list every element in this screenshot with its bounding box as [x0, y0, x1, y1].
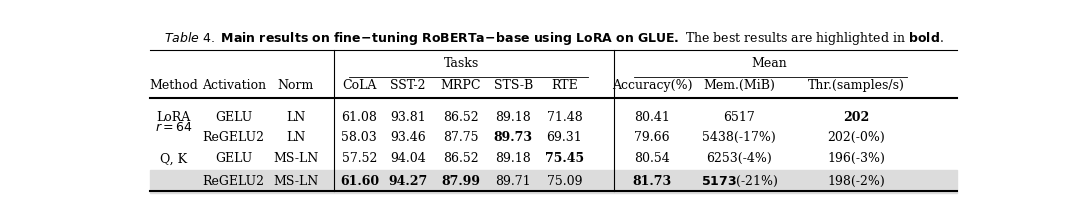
- Text: 61.08: 61.08: [341, 111, 377, 124]
- Text: LN: LN: [286, 131, 306, 144]
- Text: ReGELU2: ReGELU2: [203, 175, 265, 188]
- Text: LN: LN: [286, 111, 306, 124]
- Text: 5438(-17%): 5438(-17%): [702, 131, 777, 144]
- Text: 198(-2%): 198(-2%): [827, 175, 886, 188]
- Text: 93.46: 93.46: [390, 131, 426, 144]
- Text: 61.60: 61.60: [340, 175, 379, 188]
- Text: $\mathit{Table\ 4.}$ $\mathbf{Main\ results\ on\ fine\!-\!tuning\ RoBERTa\!-\!ba: $\mathit{Table\ 4.}$ $\mathbf{Main\ resu…: [163, 30, 944, 47]
- Text: CoLA: CoLA: [342, 79, 377, 92]
- Text: 58.03: 58.03: [341, 131, 377, 144]
- Text: RTE: RTE: [551, 79, 578, 92]
- Text: 57.52: 57.52: [341, 152, 377, 165]
- Text: 6517: 6517: [724, 111, 755, 124]
- Text: 202(-0%): 202(-0%): [827, 131, 886, 144]
- Text: Accuracy(%): Accuracy(%): [612, 79, 692, 92]
- Text: 202: 202: [843, 111, 869, 124]
- Text: GELU: GELU: [215, 152, 253, 165]
- Text: 89.18: 89.18: [496, 152, 531, 165]
- Text: Activation: Activation: [202, 79, 266, 92]
- Text: MS-LN: MS-LN: [273, 175, 319, 188]
- Text: 89.73: 89.73: [494, 131, 532, 144]
- Bar: [150, 170, 957, 193]
- Text: 87.75: 87.75: [443, 131, 478, 144]
- Text: 86.52: 86.52: [443, 111, 478, 124]
- Text: Q, K: Q, K: [160, 152, 187, 165]
- Text: 93.81: 93.81: [390, 111, 426, 124]
- Text: 94.27: 94.27: [388, 175, 428, 188]
- Text: STS-B: STS-B: [494, 79, 532, 92]
- Text: GELU: GELU: [215, 111, 253, 124]
- Text: 87.99: 87.99: [441, 175, 481, 188]
- Text: $r = 64$: $r = 64$: [154, 121, 192, 134]
- Text: 80.41: 80.41: [634, 111, 671, 124]
- Text: 79.66: 79.66: [634, 131, 670, 144]
- Text: 81.73: 81.73: [633, 175, 672, 188]
- Text: 75.09: 75.09: [546, 175, 582, 188]
- Text: 75.45: 75.45: [544, 152, 584, 165]
- Text: 89.18: 89.18: [496, 111, 531, 124]
- Text: MS-LN: MS-LN: [273, 152, 319, 165]
- Text: 71.48: 71.48: [546, 111, 582, 124]
- Text: 80.54: 80.54: [634, 152, 671, 165]
- Text: Tasks: Tasks: [444, 57, 480, 70]
- Text: $\mathbf{5173}$(-21%): $\mathbf{5173}$(-21%): [701, 174, 778, 189]
- Text: 69.31: 69.31: [546, 131, 582, 144]
- Text: 94.04: 94.04: [390, 152, 426, 165]
- Text: 196(-3%): 196(-3%): [827, 152, 886, 165]
- Text: Mem.(MiB): Mem.(MiB): [703, 79, 775, 92]
- Text: Thr.(samples/s): Thr.(samples/s): [808, 79, 905, 92]
- Text: 86.52: 86.52: [443, 152, 478, 165]
- Text: 6253(-4%): 6253(-4%): [706, 152, 772, 165]
- Text: Mean: Mean: [752, 57, 787, 70]
- Text: MRPC: MRPC: [441, 79, 481, 92]
- Text: ReGELU2: ReGELU2: [203, 131, 265, 144]
- Text: Method: Method: [149, 79, 198, 92]
- Text: Norm: Norm: [278, 79, 314, 92]
- Text: 89.71: 89.71: [496, 175, 531, 188]
- Text: LoRA: LoRA: [157, 111, 191, 124]
- Text: SST-2: SST-2: [390, 79, 426, 92]
